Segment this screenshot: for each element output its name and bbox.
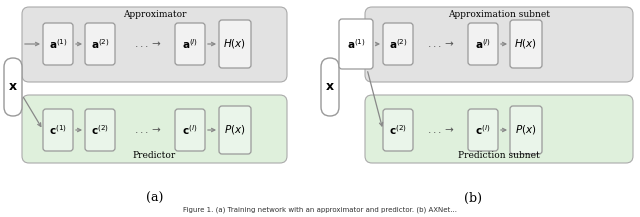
FancyBboxPatch shape xyxy=(85,109,115,151)
Text: Approximation subnet: Approximation subnet xyxy=(448,10,550,19)
Text: Prediction subnet: Prediction subnet xyxy=(458,151,540,160)
Text: Figure 1. (a) Training network with an approximator and predictor. (b) AXNet...: Figure 1. (a) Training network with an a… xyxy=(183,207,457,213)
Text: $\mathbf{c}^{(1)}$: $\mathbf{c}^{(1)}$ xyxy=(49,123,67,137)
FancyBboxPatch shape xyxy=(468,109,498,151)
FancyBboxPatch shape xyxy=(43,23,73,65)
FancyBboxPatch shape xyxy=(468,23,498,65)
Text: $...\rightarrow$: $...\rightarrow$ xyxy=(427,125,455,135)
Text: $\mathbf{c}^{(l)}$: $\mathbf{c}^{(l)}$ xyxy=(182,123,198,137)
Text: $\mathbf{c}^{(2)}$: $\mathbf{c}^{(2)}$ xyxy=(389,123,407,137)
Text: $...\rightarrow$: $...\rightarrow$ xyxy=(427,39,455,49)
FancyBboxPatch shape xyxy=(22,7,287,82)
FancyBboxPatch shape xyxy=(175,109,205,151)
Text: $...\rightarrow$: $...\rightarrow$ xyxy=(134,125,162,135)
FancyBboxPatch shape xyxy=(510,106,542,154)
Text: $H(x)$: $H(x)$ xyxy=(515,38,538,51)
FancyBboxPatch shape xyxy=(4,58,22,116)
Text: $H(x)$: $H(x)$ xyxy=(223,38,246,51)
Text: $\mathbf{c}^{(l)}$: $\mathbf{c}^{(l)}$ xyxy=(476,123,491,137)
Text: $\mathbf{a}^{(l)}$: $\mathbf{a}^{(l)}$ xyxy=(475,37,491,51)
Text: (b): (b) xyxy=(464,191,482,204)
Text: $P(x)$: $P(x)$ xyxy=(224,123,246,136)
Text: $\mathbf{a}^{(1)}$: $\mathbf{a}^{(1)}$ xyxy=(49,37,67,51)
FancyBboxPatch shape xyxy=(383,23,413,65)
Text: $\mathbf{c}^{(2)}$: $\mathbf{c}^{(2)}$ xyxy=(91,123,109,137)
FancyBboxPatch shape xyxy=(383,109,413,151)
FancyBboxPatch shape xyxy=(339,19,373,69)
Text: Approximator: Approximator xyxy=(123,10,186,19)
FancyBboxPatch shape xyxy=(510,20,542,68)
Text: $\mathbf{x}$: $\mathbf{x}$ xyxy=(325,81,335,94)
Text: $\mathbf{a}^{(l)}$: $\mathbf{a}^{(l)}$ xyxy=(182,37,198,51)
FancyBboxPatch shape xyxy=(365,95,633,163)
Text: $\mathbf{a}^{(2)}$: $\mathbf{a}^{(2)}$ xyxy=(388,37,408,51)
Text: $...\rightarrow$: $...\rightarrow$ xyxy=(134,39,162,49)
FancyBboxPatch shape xyxy=(43,109,73,151)
Text: $\mathbf{x}$: $\mathbf{x}$ xyxy=(8,81,18,94)
FancyBboxPatch shape xyxy=(22,95,287,163)
FancyBboxPatch shape xyxy=(321,58,339,116)
Text: $\mathbf{a}^{(1)}$: $\mathbf{a}^{(1)}$ xyxy=(347,37,365,51)
FancyBboxPatch shape xyxy=(365,7,633,82)
FancyBboxPatch shape xyxy=(219,20,251,68)
FancyBboxPatch shape xyxy=(219,106,251,154)
FancyBboxPatch shape xyxy=(175,23,205,65)
Text: $\mathbf{a}^{(2)}$: $\mathbf{a}^{(2)}$ xyxy=(91,37,109,51)
Text: $P(x)$: $P(x)$ xyxy=(515,123,537,136)
Text: Predictor: Predictor xyxy=(133,151,176,160)
FancyBboxPatch shape xyxy=(85,23,115,65)
Text: (a): (a) xyxy=(147,191,164,204)
